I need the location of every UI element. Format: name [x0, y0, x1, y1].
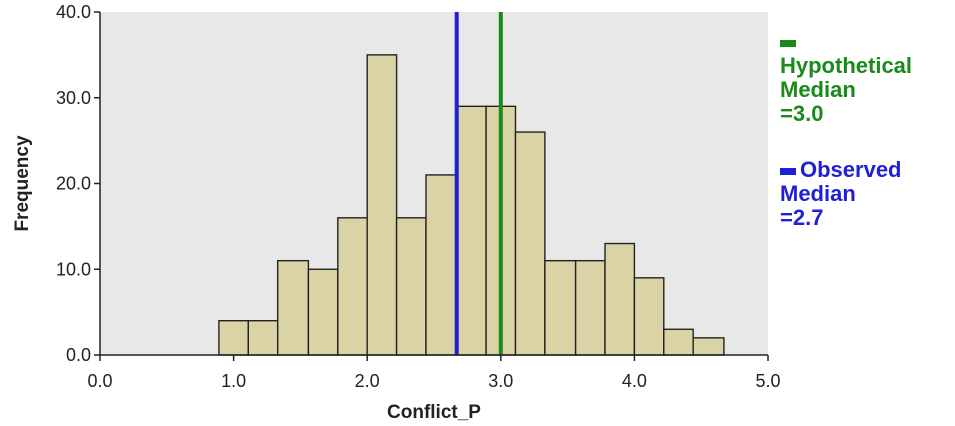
histogram-bar: [395, 217, 427, 356]
histogram-bar: [456, 105, 487, 356]
histogram-bar: [425, 174, 458, 356]
axes: 0.0 1.0 2.0 3.0 4.0 5.0 0.0 10.0 20.0 30.0 40.0: [56, 2, 781, 391]
x-tick-label: 0.0: [87, 371, 112, 391]
histogram-bar: [663, 328, 694, 356]
legend-obs-line1: Observed: [800, 157, 902, 182]
legend-hyp-line2: Median: [780, 77, 856, 102]
histogram-bar: [247, 320, 279, 356]
histogram-bar: [276, 259, 310, 356]
legend-hypothetical-median: Hypothetical Median =3.0: [780, 30, 912, 126]
y-tick-label: 0.0: [66, 345, 91, 365]
histogram-bar: [604, 242, 636, 356]
histogram-bar: [366, 54, 398, 356]
y-tick-label: 20.0: [56, 174, 91, 194]
histogram-bar: [307, 268, 339, 356]
legend-hyp-line1: Hypothetical: [780, 53, 913, 78]
x-tick-label: 1.0: [221, 371, 246, 391]
legend-obs-line2: Median: [780, 181, 856, 206]
legend-observed-median: Observed Median =2.7: [780, 158, 902, 230]
legend-swatch-hypothetical: [780, 39, 796, 47]
legend-hyp-line3: =3.0: [780, 101, 824, 126]
y-tick-label: 30.0: [56, 88, 91, 108]
x-tick-label: 3.0: [488, 371, 513, 391]
y-axis-label: Frequency: [12, 135, 33, 232]
histogram-bar: [337, 217, 368, 356]
histogram-bar: [692, 337, 725, 356]
x-tick-label: 4.0: [622, 371, 647, 391]
histogram-bar: [574, 259, 606, 356]
x-tick-label: 2.0: [355, 371, 380, 391]
x-tick-label: 5.0: [755, 371, 780, 391]
histogram-bar: [544, 259, 577, 356]
bars-group: [218, 54, 725, 356]
y-tick-label: 10.0: [56, 259, 91, 279]
x-axis-label: Conflict_P: [387, 402, 481, 423]
legend-obs-line3: =2.7: [780, 205, 824, 230]
histogram-bar: [218, 320, 249, 356]
reference-lines: [454, 12, 503, 355]
histogram-bar: [514, 131, 546, 356]
histogram-bar: [633, 277, 665, 356]
legend-swatch-observed: [780, 167, 796, 175]
y-tick-label: 40.0: [56, 2, 91, 22]
